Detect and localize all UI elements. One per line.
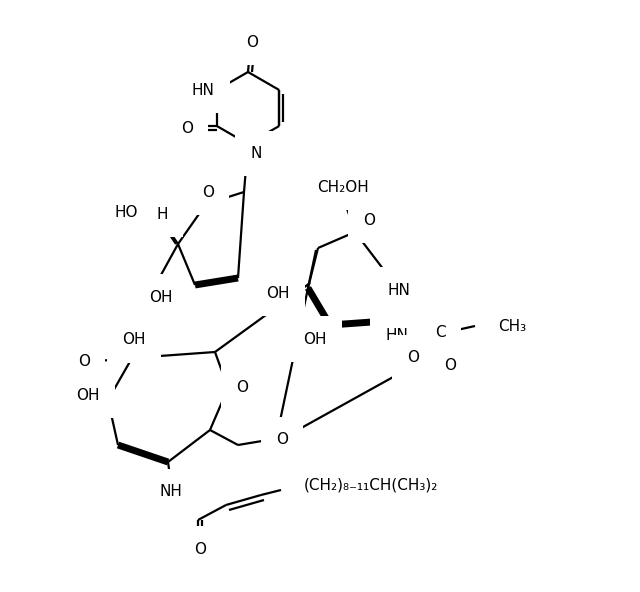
Text: CH₃: CH₃ [498,318,526,333]
Text: HN: HN [387,282,410,298]
Text: O: O [407,350,419,365]
Text: CH₂OH: CH₂OH [317,179,369,195]
Text: OH: OH [266,285,290,301]
Text: OH: OH [303,332,327,346]
Text: OH: OH [122,333,146,348]
Text: HN: HN [192,82,215,98]
Text: C: C [435,324,445,339]
Text: H: H [156,207,168,221]
Text: OH: OH [77,388,100,403]
Text: O: O [236,381,248,395]
Text: O: O [444,358,456,372]
Text: O: O [202,185,214,200]
Text: NH: NH [159,484,182,500]
Text: O: O [276,433,288,448]
Text: O: O [246,34,258,50]
Text: O: O [181,121,193,136]
Text: HN: HN [385,329,408,343]
Text: N: N [250,146,261,161]
Text: OH: OH [258,281,282,295]
Text: (CH₂)₈₋₁₁CH(CH₃)₂: (CH₂)₈₋₁₁CH(CH₃)₂ [304,478,438,493]
Text: O: O [363,213,375,228]
Text: O: O [194,542,206,556]
Text: HO: HO [115,204,138,220]
Text: O: O [78,353,90,368]
Text: OH: OH [150,289,173,304]
